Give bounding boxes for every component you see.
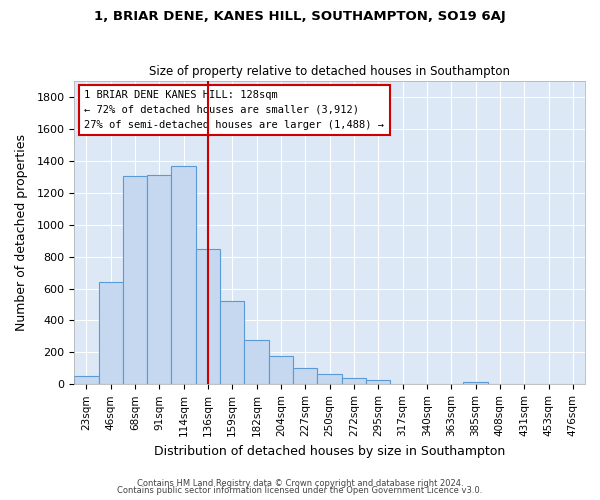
Bar xyxy=(196,250,220,384)
Bar xyxy=(147,175,172,384)
Bar xyxy=(172,166,196,384)
Text: 1, BRIAR DENE, KANES HILL, SOUTHAMPTON, SO19 6AJ: 1, BRIAR DENE, KANES HILL, SOUTHAMPTON, … xyxy=(94,10,506,23)
Bar xyxy=(98,282,123,384)
Y-axis label: Number of detached properties: Number of detached properties xyxy=(15,134,28,331)
Bar xyxy=(293,368,317,384)
Bar xyxy=(342,378,366,384)
Bar xyxy=(74,376,98,384)
Text: Contains public sector information licensed under the Open Government Licence v3: Contains public sector information licen… xyxy=(118,486,482,495)
Text: 1 BRIAR DENE KANES HILL: 128sqm
← 72% of detached houses are smaller (3,912)
27%: 1 BRIAR DENE KANES HILL: 128sqm ← 72% of… xyxy=(85,90,385,130)
Bar xyxy=(244,340,269,384)
X-axis label: Distribution of detached houses by size in Southampton: Distribution of detached houses by size … xyxy=(154,444,505,458)
Bar xyxy=(269,356,293,384)
Title: Size of property relative to detached houses in Southampton: Size of property relative to detached ho… xyxy=(149,66,510,78)
Bar xyxy=(317,374,342,384)
Bar xyxy=(220,302,244,384)
Text: Contains HM Land Registry data © Crown copyright and database right 2024.: Contains HM Land Registry data © Crown c… xyxy=(137,478,463,488)
Bar xyxy=(366,380,391,384)
Bar xyxy=(123,176,147,384)
Bar xyxy=(463,382,488,384)
